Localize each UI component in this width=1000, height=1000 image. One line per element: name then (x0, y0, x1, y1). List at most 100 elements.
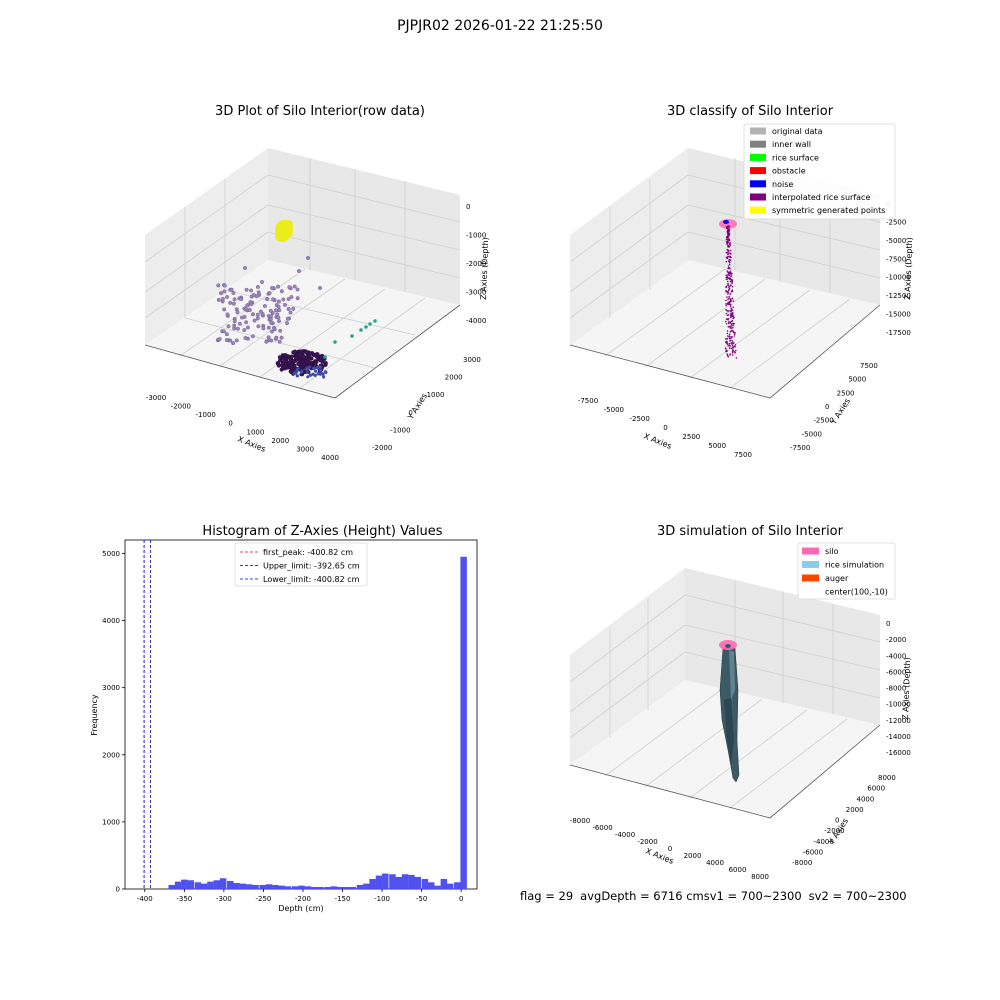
interpolated-point (728, 258, 731, 261)
classify-plot-title: 3D classify of Silo Interior (666, 104, 834, 119)
interpolated-point (728, 231, 730, 234)
simulation-x-tick-label: 8000 (751, 873, 769, 881)
raw-point (306, 375, 310, 379)
interpolated-point (727, 277, 730, 279)
x-tick-label: -200 (295, 895, 311, 903)
classified-points (719, 219, 738, 359)
raw-point (319, 355, 324, 360)
raw-point (308, 351, 313, 356)
x-tick-label: -150 (335, 895, 351, 903)
interpolated-point (731, 290, 733, 293)
interpolated-point (728, 286, 730, 289)
raw-x-tick-label: 2000 (271, 437, 289, 445)
raw-point (300, 369, 304, 373)
histogram-bar (363, 883, 370, 889)
legend-label: Lower_limit: -400.82 cm (263, 575, 360, 584)
interpolated-point (727, 293, 729, 295)
raw-z-tick-label: 0 (466, 203, 470, 211)
histogram-bar (401, 874, 409, 889)
raw-x-tick-label: -3000 (146, 394, 166, 402)
interpolated-point (726, 236, 728, 238)
interpolated-point (727, 282, 729, 285)
interpolated-point (725, 312, 728, 315)
interpolated-point (727, 322, 730, 325)
raw-point (231, 341, 236, 346)
raw-y-tick-label: 2000 (445, 374, 463, 382)
interpolated-point (725, 299, 727, 302)
raw-x-tick-label: 4000 (321, 454, 339, 462)
y-tick-label: 0 (116, 886, 120, 894)
raw-point-cloud (216, 220, 377, 379)
interpolated-point (727, 272, 730, 274)
interpolated-point (725, 338, 727, 340)
classify-x-tick-label: -2500 (629, 415, 649, 423)
raw-point (239, 315, 244, 320)
raw-point (287, 285, 292, 290)
panel-classify: 3D classify of Silo Interior -7500 -5000-… (560, 95, 940, 475)
histogram-bar (272, 884, 279, 889)
interpolated-point (730, 330, 732, 333)
histogram-title: Histogram of Z-Axies (Height) Values (202, 524, 443, 539)
raw-point (244, 320, 249, 325)
raw-point (224, 338, 229, 343)
legend-swatch (750, 180, 766, 188)
interpolated-point (725, 350, 727, 353)
raw-point (217, 337, 222, 341)
interpolated-point (731, 327, 733, 330)
classify-x-tick-label: 5000 (708, 442, 726, 450)
interpolated-point (727, 232, 729, 235)
raw-point (245, 303, 250, 308)
simulation-z-tick-label: -2000 (886, 636, 906, 644)
histogram-bar (356, 884, 364, 889)
interpolated-point (734, 333, 736, 336)
interpolated-point (725, 303, 727, 305)
simulation-x-tick-label: 0 (668, 845, 672, 853)
interpolated-point (732, 346, 734, 348)
raw-point (251, 293, 256, 297)
raw-point (260, 280, 264, 284)
histogram-bar (200, 883, 208, 889)
classify-x-tick-label: 0 (663, 424, 667, 432)
histogram-x-ticks: -400 -350 -300 -250 -200 -150 -100 -50 0 (137, 889, 463, 903)
simulation-z-tick-label: -16000 (886, 749, 911, 757)
histogram-bar (252, 884, 259, 889)
histogram-bar (440, 878, 448, 889)
simulation-x-tick-label: 4000 (706, 859, 724, 867)
histogram-bar (330, 886, 338, 889)
interpolated-point (730, 347, 733, 350)
interpolated-point (728, 333, 731, 336)
raw-point (285, 321, 289, 326)
interpolated-point (728, 321, 730, 323)
simulation-z-tick-label: -10000 (886, 701, 911, 709)
histogram-bar (427, 882, 435, 889)
interpolated-point (730, 299, 732, 302)
raw-point (245, 325, 250, 330)
raw-point (237, 321, 242, 326)
simulation-y-tick-label: -8000 (792, 859, 812, 867)
raw-point (292, 371, 296, 375)
simulation-z-tick-label: -14000 (886, 733, 911, 741)
interpolated-point (726, 332, 729, 335)
interpolated-point (728, 301, 730, 303)
interpolated-point (731, 351, 734, 354)
raw-point (322, 375, 326, 379)
raw-point (289, 369, 294, 374)
raw-x-tick-label: 1000 (247, 428, 265, 436)
raw-point (235, 310, 240, 315)
legend-label: obstacle (772, 167, 806, 176)
legend-label: symmetric generated points (772, 206, 885, 215)
raw-point (219, 291, 223, 296)
interpolated-point (727, 240, 730, 242)
y-tick-label: 1000 (102, 818, 120, 826)
legend-swatch (750, 193, 766, 201)
simulation-z-tick-label: -4000 (886, 652, 906, 660)
panel-raw-data: 3D Plot of Silo Interior(row data) -3000… (130, 95, 510, 475)
raw-point (283, 353, 289, 358)
classify-z-tick-label: -12500 (886, 292, 911, 300)
raw-point (277, 319, 281, 324)
raw-y-tick-label: 0 (408, 409, 412, 417)
histogram-bar (233, 882, 240, 889)
raw-point (291, 306, 296, 311)
raw-point (256, 324, 261, 329)
